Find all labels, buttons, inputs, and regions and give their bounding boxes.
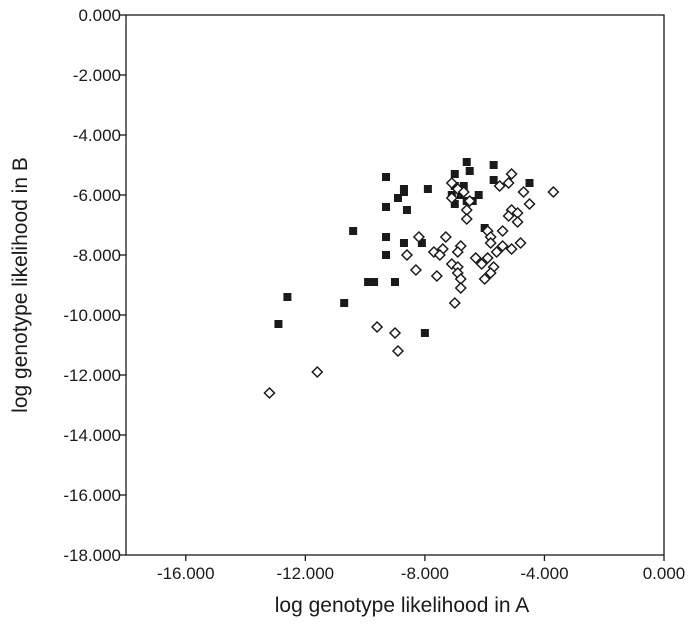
axes: [125, 14, 665, 556]
filled-square-point: [370, 278, 379, 286]
open-diamond-point: [490, 245, 503, 259]
plot-frame: [125, 14, 665, 556]
y-tick-label: -8.000: [73, 246, 121, 265]
open-diamond-point: [439, 230, 452, 244]
y-tick-label: 0.000: [78, 6, 121, 25]
filled-square-point: [525, 179, 534, 187]
filled-square-point: [489, 161, 498, 169]
open-diamond-point: [430, 269, 443, 283]
open-diamond-point: [448, 296, 461, 310]
open-diamond-point: [388, 326, 402, 340]
filled-square-point: [462, 158, 471, 166]
filled-square-point: [391, 278, 399, 286]
filled-square-point: [465, 167, 474, 175]
open-diamond-point: [400, 248, 414, 262]
filled-square-point: [402, 206, 411, 214]
open-diamond-point: [502, 209, 515, 223]
open-diamond-point: [457, 185, 470, 199]
open-diamond-point: [263, 386, 276, 400]
x-tick-label: -12.000: [276, 564, 334, 583]
filled-square-point: [420, 329, 429, 337]
data-points: [263, 158, 560, 400]
open-diamond-point: [469, 251, 482, 265]
open-diamond-point: [496, 239, 509, 253]
open-diamond-point: [460, 212, 473, 226]
y-tick-label: -4.000: [73, 126, 121, 145]
filled-square-point: [417, 239, 426, 247]
filled-square-point: [489, 176, 498, 184]
filled-square-point: [399, 188, 408, 196]
filled-square-point: [474, 191, 483, 199]
filled-square-point: [399, 239, 408, 247]
filled-square-point: [364, 278, 373, 286]
filled-square-point: [393, 194, 402, 202]
open-diamond-point: [445, 191, 458, 205]
y-tick-label: -16.000: [63, 486, 121, 505]
open-diamond-point: [454, 281, 467, 295]
y-tick-label: -6.000: [73, 186, 121, 205]
open-diamond-point: [484, 236, 497, 250]
filled-square-point: [382, 251, 391, 259]
y-tick-label: -12.000: [63, 366, 121, 385]
open-diamond-point: [505, 242, 518, 256]
filled-square-point: [283, 293, 292, 301]
filled-square-point: [450, 170, 459, 178]
open-diamond-point: [502, 176, 515, 190]
open-diamond-point: [445, 176, 458, 190]
open-diamond-point: [517, 185, 530, 199]
open-diamond-point: [505, 167, 518, 181]
filled-square-point: [382, 173, 391, 181]
open-diamond-point: [409, 263, 422, 277]
open-diamond-point: [484, 266, 497, 280]
filled-square-point: [450, 200, 459, 208]
filled-square-point: [349, 227, 358, 235]
y-tick-label: -10.000: [63, 306, 121, 325]
open-diamond-point: [433, 248, 446, 262]
filled-square-point: [382, 233, 391, 241]
x-tick-label: -8.000: [401, 564, 449, 583]
y-tick-label: -2.000: [73, 66, 121, 85]
filled-square-point: [423, 185, 432, 193]
open-diamond-point: [412, 230, 425, 244]
x-tick-label: -4.000: [520, 564, 568, 583]
filled-square-point: [340, 299, 349, 307]
open-diamond-point: [371, 320, 384, 334]
x-axis-title: log genotype likelihood in A: [275, 594, 530, 617]
filled-square-point: [274, 320, 283, 328]
open-diamond-point: [547, 185, 560, 199]
open-diamond-point: [478, 272, 491, 286]
y-axis-title: log genotype likelihood in B: [9, 157, 32, 413]
open-diamond-point: [463, 194, 476, 208]
x-tick-label: -16.000: [157, 564, 215, 583]
open-diamond-point: [311, 365, 324, 379]
y-tick-label: -14.000: [63, 426, 121, 445]
open-diamond-point: [511, 215, 524, 229]
open-diamond-point: [523, 197, 536, 211]
open-diamond-point: [481, 251, 494, 265]
open-diamond-point: [496, 224, 509, 238]
open-diamond-point: [475, 257, 488, 271]
open-diamond-point: [493, 179, 506, 193]
open-diamond-point: [514, 236, 527, 250]
y-tick-label: -18.000: [63, 546, 121, 565]
x-tick-label: 0.000: [643, 564, 686, 583]
open-diamond-point: [391, 344, 405, 358]
open-diamond-point: [451, 245, 464, 259]
ticks: -16.000 -12.000 -8.000 -4.000 0.000 0.000 -2.0…: [63, 6, 685, 583]
filled-square-point: [382, 203, 391, 211]
